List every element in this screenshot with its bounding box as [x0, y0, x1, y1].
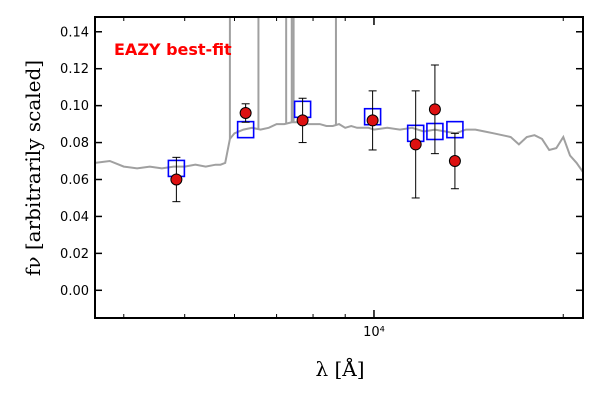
observed-flux-point: [239, 107, 252, 120]
y-tick-label: 0.12: [60, 62, 89, 77]
observed-flux-point: [366, 114, 379, 127]
y-tick-label: 0.04: [60, 210, 89, 225]
x-tick-label: 10⁴: [363, 325, 385, 340]
y-tick-label: 0.06: [60, 173, 89, 188]
observed-flux-point: [428, 103, 441, 116]
annotation-label: EAZY best-fit: [114, 40, 232, 59]
y-tick-label: 0.08: [60, 136, 89, 151]
x-axis-label: λ [Å]: [315, 356, 364, 381]
y-tick-label: 0.02: [60, 247, 89, 262]
y-tick-label: 0.00: [60, 284, 89, 299]
observed-flux-point: [409, 138, 422, 151]
plot-area: [95, 17, 583, 203]
y-tick-label: 0.10: [60, 99, 89, 114]
y-tick-label: 0.14: [60, 25, 89, 40]
y-axis-label: fν [arbitrarily scaled]: [21, 60, 45, 276]
observed-flux-point: [296, 114, 309, 127]
observed-flux-point: [448, 155, 461, 168]
template-spectrum-line: [95, 121, 583, 173]
axis-ticks: 0.00 0.02 0.04 0.06 0.08 0.10 0.12 0.14 10⁴: [60, 17, 583, 340]
observed-flux-point: [170, 173, 183, 186]
plot-frame: [94, 16, 584, 319]
